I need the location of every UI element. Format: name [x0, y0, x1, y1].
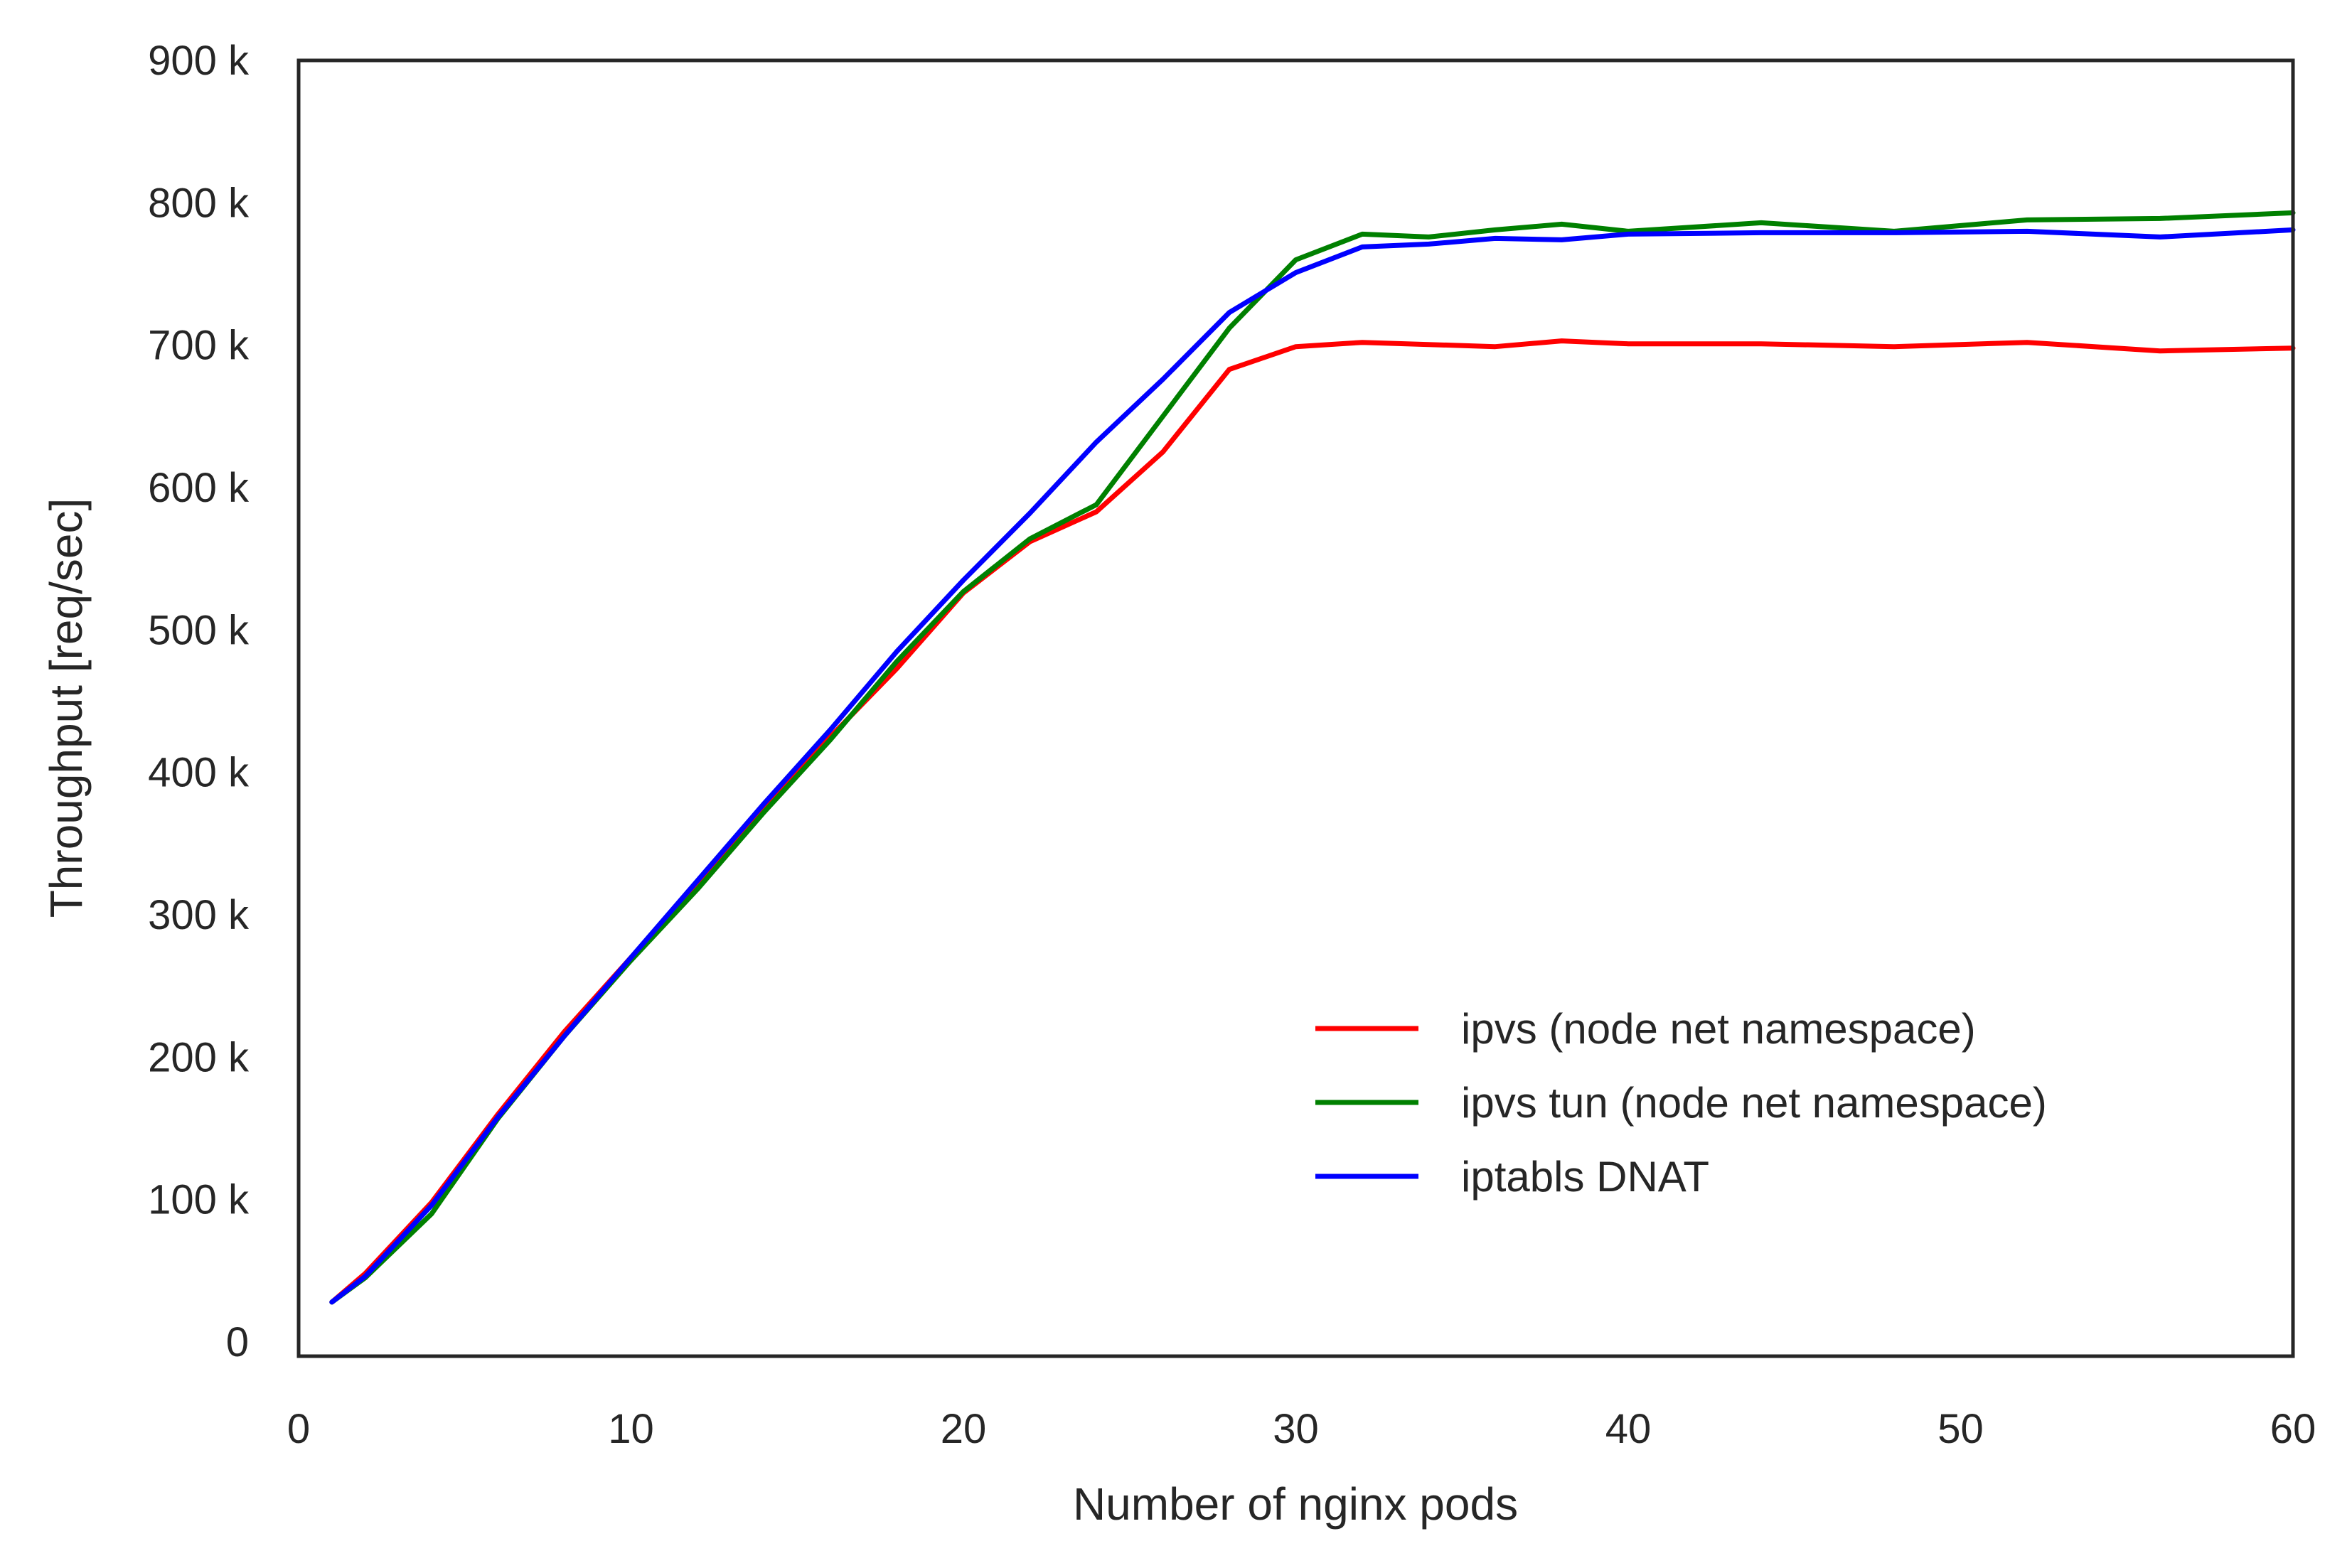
y-tick-label: 300 k	[148, 892, 250, 938]
legend: ipvs (node net namespace) ipvs tun (node …	[1315, 1005, 2047, 1201]
y-tick-label: 100 k	[148, 1177, 250, 1223]
y-tick-label: 200 k	[148, 1034, 250, 1080]
series-layer	[329, 210, 2296, 1305]
y-tick-label: 500 k	[148, 607, 250, 653]
x-tick-label: 20	[941, 1406, 987, 1452]
x-tick-label: 60	[2270, 1406, 2316, 1452]
y-tick-label: 600 k	[148, 465, 250, 511]
series-line-1	[329, 338, 2296, 1305]
legend-label-1: ipvs (node net namespace)	[1461, 1005, 1976, 1053]
plot-area	[296, 58, 2296, 1358]
y-axis: 0 100 k 200 k 300 k 400 k 500 k 600 k 700 k 800 …	[148, 38, 250, 1365]
x-axis: 0 10 20 30 40 50 60	[287, 1406, 2316, 1452]
x-tick-label: 50	[1937, 1406, 1984, 1452]
y-tick-label: 900 k	[148, 38, 250, 84]
y-tick-label: 800 k	[148, 180, 250, 226]
x-tick-label: 10	[608, 1406, 654, 1452]
series-line-3	[329, 227, 2296, 1305]
y-axis-title: Throughput [req/sec]	[41, 498, 92, 918]
legend-label-3: iptabls DNAT	[1461, 1153, 1709, 1201]
legend-label-2: ipvs tun (node net namespace)	[1461, 1079, 2047, 1127]
plot-frame	[296, 58, 2295, 1358]
x-tick-label: 0	[287, 1406, 310, 1452]
x-tick-label: 30	[1273, 1406, 1319, 1452]
y-tick-label: 700 k	[148, 323, 250, 369]
x-tick-label: 40	[1605, 1406, 1652, 1452]
y-tick-label: 0	[226, 1319, 249, 1365]
y-tick-label: 400 k	[148, 750, 250, 796]
x-axis-title: Number of nginx pods	[1073, 1478, 1518, 1530]
